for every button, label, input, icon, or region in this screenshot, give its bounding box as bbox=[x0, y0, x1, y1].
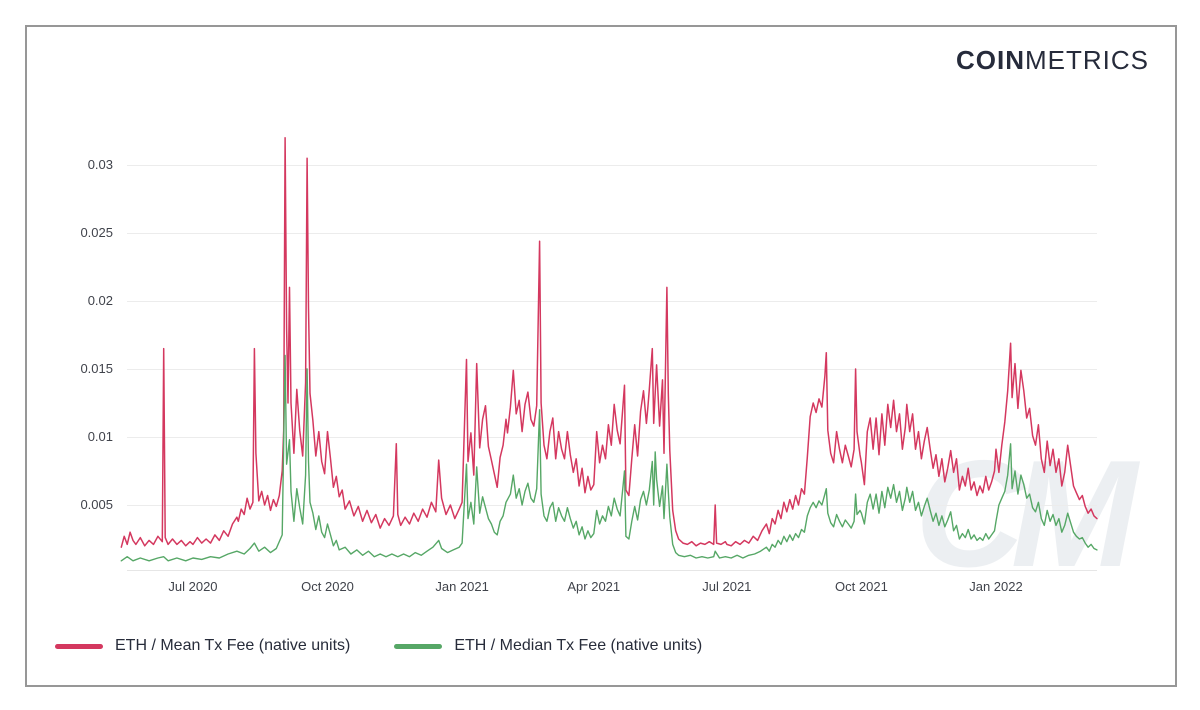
legend-item-mean[interactable]: ETH / Mean Tx Fee (native units) bbox=[55, 637, 350, 655]
median-series-swatch-icon bbox=[394, 643, 443, 649]
x-axis-label: Jan 2022 bbox=[969, 579, 1023, 594]
legend-label-mean: ETH / Mean Tx Fee (native units) bbox=[115, 637, 351, 654]
y-gridline bbox=[127, 165, 1097, 166]
y-axis-label: 0.025 bbox=[80, 225, 113, 240]
legend-label-median: ETH / Median Tx Fee (native units) bbox=[454, 637, 703, 654]
median-series-line[interactable] bbox=[120, 354, 1098, 562]
mean-series-line[interactable] bbox=[120, 137, 1098, 548]
x-axis-label: Jul 2020 bbox=[168, 579, 218, 594]
y-axis-label: 0.01 bbox=[87, 429, 113, 444]
x-axis-baseline bbox=[127, 570, 1097, 571]
y-axis-label: 0.02 bbox=[87, 293, 113, 308]
legend-item-median[interactable]: ETH / Median Tx Fee (native units) bbox=[394, 637, 702, 655]
x-axis-label: Apr 2021 bbox=[567, 579, 621, 594]
x-axis-label: Jul 2021 bbox=[702, 579, 752, 594]
y-gridline bbox=[127, 369, 1097, 370]
coinmetrics-logo: COINMETRICS bbox=[956, 45, 1149, 76]
logo-metrics-text: METRICS bbox=[1025, 45, 1149, 75]
y-axis-label: 0.015 bbox=[80, 361, 113, 376]
y-gridline bbox=[127, 505, 1097, 506]
y-gridline bbox=[127, 233, 1097, 234]
y-gridline bbox=[127, 301, 1097, 302]
x-axis-label: Oct 2020 bbox=[301, 579, 354, 594]
y-axis-label: 0.005 bbox=[80, 497, 113, 512]
x-axis-label: Oct 2021 bbox=[835, 579, 888, 594]
logo-coin-text: COIN bbox=[956, 45, 1025, 75]
chart-legend: ETH / Mean Tx Fee (native units) ETH / M… bbox=[55, 637, 702, 655]
mean-series-swatch-icon bbox=[55, 643, 103, 649]
y-axis-label: 0.03 bbox=[87, 157, 113, 172]
x-axis-label: Jan 2021 bbox=[435, 579, 489, 594]
